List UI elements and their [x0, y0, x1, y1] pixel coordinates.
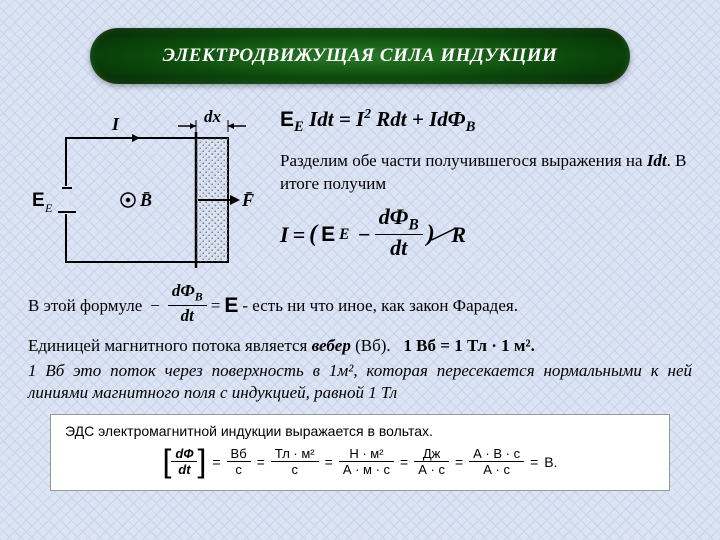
eq2-Esub: E [339, 226, 349, 244]
row2-pre: В этой формуле [28, 296, 142, 316]
dimensional-analysis-box: ЭДС электромагнитной индукции выражается… [50, 414, 670, 491]
row3-unitsym: (Вб). [351, 336, 391, 355]
u3n: Н · м² [339, 446, 394, 462]
svg-text:B̄: B̄ [139, 190, 152, 210]
svg-text:E: E [32, 190, 45, 211]
eq2-minus: − [357, 222, 370, 248]
eq1-phi-sub: B [466, 119, 476, 135]
eq2-E: E [321, 223, 335, 247]
svg-text:F̄: F̄ [241, 190, 254, 210]
u2n: Тл · м² [271, 446, 319, 462]
box-eq1: = [212, 454, 220, 470]
row3-text: Единицей магнитного потока является [28, 336, 312, 355]
faraday-law-line: В этой формуле − dФB dt = E - есть ни чт… [28, 283, 692, 327]
energy-balance-equation: EE Idt = I2 Rdt + IdФB [280, 106, 692, 136]
box-caption: ЭДС электромагнитной индукции выражается… [65, 423, 655, 439]
eq1-rhs: Rdt + IdФ [371, 107, 466, 131]
u5n: А · В · с [469, 446, 524, 462]
row2-eq: = [211, 296, 221, 316]
svg-text:E: E [44, 201, 53, 215]
eq2-num: dФ [379, 204, 409, 229]
u5d: А · с [469, 462, 524, 477]
eq2-den: dt [375, 235, 423, 261]
eq2-frac: dФB dt [375, 204, 423, 261]
eq2-I: I [280, 222, 289, 248]
row2-minus1: − [150, 296, 160, 316]
row2-num: dФ [172, 281, 195, 300]
current-equation: I = ( EE − dФB dt ) ⁄ R [280, 206, 692, 263]
emf-subscript: E [294, 119, 304, 135]
u4d: А · с [414, 462, 449, 477]
text1a: Разделим обе части получившегося выражен… [280, 151, 647, 170]
box-eq4: = [400, 454, 408, 470]
circuit-svg: I dx B̄ F̄ E E [28, 102, 258, 272]
box-result: В. [544, 454, 557, 470]
box-lhs-bracket: dФdt [162, 443, 206, 480]
eq2-eq: = [293, 222, 306, 248]
explanation-text-1: Разделим обе части получившегося выражен… [280, 150, 692, 196]
box-dphi: dФ [171, 446, 197, 462]
u4n: Дж [414, 446, 449, 462]
row3-unitname: вебер [312, 336, 351, 355]
weber-definition: 1 Вб это поток через поверхность в 1м², … [28, 360, 692, 404]
eq1-lhs: Idt = I [304, 107, 364, 131]
emf-symbol: E [280, 108, 294, 131]
u3d: А · м · с [339, 462, 394, 477]
eq2-lparen: ( [309, 221, 317, 248]
text1-idt: Idt [647, 151, 667, 170]
row2-E: E [224, 294, 238, 318]
box-eq5: = [455, 454, 463, 470]
row3-uniteq: 1 Вб = 1 Тл · 1 м². [403, 336, 534, 355]
row2-num-sub: B [195, 290, 203, 304]
slide-title: ЭЛЕКТРОДВИЖУЩАЯ СИЛА ИНДУКЦИИ [90, 28, 630, 84]
weber-unit-line: Единицей магнитного потока является вебе… [28, 336, 692, 356]
svg-text:dx: dx [204, 107, 222, 126]
eq2-rparen: ) [427, 221, 435, 248]
u1n: Вб [227, 446, 251, 462]
eq2-R: R [451, 222, 466, 248]
row-diagram-equation: I dx B̄ F̄ E E EE Idt = I2 Rdt + IdФB Ра… [28, 102, 692, 277]
equation-block: EE Idt = I2 Rdt + IdФB Разделим обе част… [280, 102, 692, 277]
box-dt: dt [171, 462, 197, 477]
eq2-num-sub: B [408, 216, 418, 233]
box-eq6: = [530, 454, 538, 470]
dimensional-chain: dФdt = Вбс = Тл · м²с = Н · м²А · м · с … [65, 443, 655, 480]
row2-frac: dФB dt [168, 281, 207, 325]
u1d: с [227, 462, 251, 477]
circuit-diagram: I dx B̄ F̄ E E [28, 102, 258, 272]
row2-post: - есть ни что иное, как закон Фарадея. [242, 296, 518, 316]
box-eq2: = [257, 454, 265, 470]
svg-text:I: I [111, 114, 120, 134]
box-eq3: = [325, 454, 333, 470]
u2d: с [271, 462, 319, 477]
row2-den: dt [168, 306, 207, 326]
